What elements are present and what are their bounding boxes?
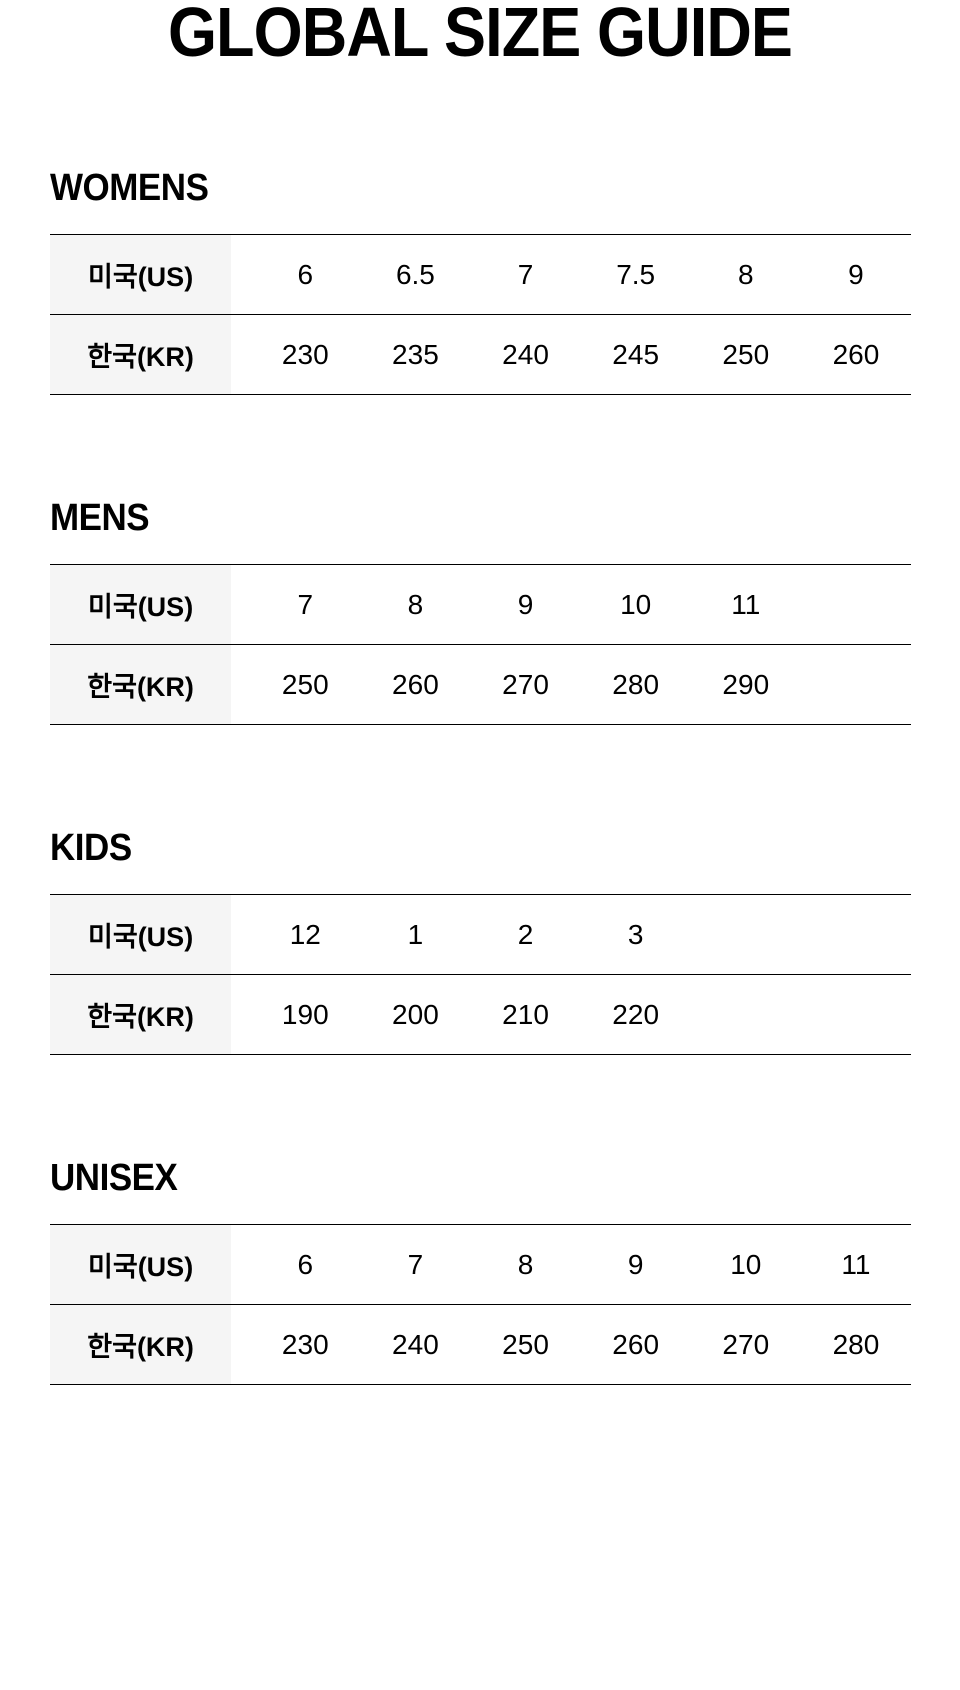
table-row-us: 미국(US) 7 8 9 10 11 [50, 564, 911, 645]
size-cell [691, 895, 801, 975]
spacer [231, 975, 250, 1055]
table-row-kr: 한국(KR) 230 240 250 260 270 280 [50, 1304, 911, 1385]
size-cell: 11 [841, 1248, 871, 1280]
size-cell: 245 [612, 338, 660, 370]
size-cell: 260 [612, 1328, 660, 1360]
size-cell [691, 975, 801, 1055]
size-cell: 200 [392, 998, 439, 1030]
size-cell: 250 [722, 338, 770, 370]
row-label: 한국(KR) [50, 644, 232, 725]
size-cell [801, 975, 911, 1055]
size-cell: 7 [297, 588, 314, 620]
size-cell [801, 895, 911, 975]
row-label: 미국(US) [50, 234, 232, 315]
size-cell: 250 [281, 668, 329, 700]
size-cell: 290 [722, 668, 770, 700]
size-cell: 10 [730, 1248, 762, 1280]
size-section-womens: WOMENS 미국(US) 6 6.5 7 7.5 8 9 한국(KR) 230 235 240 245… [50, 160, 911, 395]
size-cell: 220 [612, 998, 660, 1030]
size-table: 미국(US) 6 7 8 9 10 11 한국(KR) 230 240 250 260 270 280 [50, 1224, 911, 1385]
size-table: 미국(US) 7 8 9 10 11 한국(KR) 250 260 270 280 290 [50, 564, 911, 725]
row-label: 한국(KR) [50, 314, 232, 395]
size-cell: 250 [502, 1328, 549, 1360]
section-heading: KIDS [50, 827, 132, 869]
size-cell: 8 [517, 1248, 534, 1280]
size-section-mens: MENS 미국(US) 7 8 9 10 11 한국(KR) 250 260 270 280 290 [50, 490, 911, 725]
size-cell: 260 [392, 668, 439, 700]
size-cell: 10 [620, 588, 652, 620]
table-row-kr: 한국(KR) 190 200 210 220 [50, 974, 911, 1055]
size-cell: 7 [407, 1248, 424, 1280]
row-label: 한국(KR) [50, 974, 232, 1055]
spacer [231, 235, 250, 315]
size-table: 미국(US) 6 6.5 7 7.5 8 9 한국(KR) 230 235 240 245 250 260 [50, 234, 911, 395]
size-cell: 7 [517, 258, 534, 290]
size-cell [801, 565, 911, 645]
size-cell: 3 [627, 918, 644, 950]
row-label: 미국(US) [50, 564, 232, 645]
size-section-kids: KIDS 미국(US) 12 1 2 3 한국(KR) 190 200 210 220 [50, 820, 911, 1055]
table-row-us: 미국(US) 12 1 2 3 [50, 894, 911, 975]
size-cell: 260 [832, 338, 880, 370]
size-cell: 230 [281, 338, 329, 370]
section-heading: WOMENS [50, 167, 209, 209]
table-row-kr: 한국(KR) 250 260 270 280 290 [50, 644, 911, 725]
spacer [231, 565, 250, 645]
row-label: 미국(US) [50, 1224, 232, 1305]
section-heading: UNISEX [50, 1157, 178, 1199]
size-cell: 9 [627, 1248, 644, 1280]
size-cell: 8 [407, 588, 424, 620]
size-cell: 8 [737, 258, 754, 290]
size-cell: 6 [297, 1248, 314, 1280]
size-cell: 270 [722, 1328, 770, 1360]
size-cell: 9 [848, 258, 864, 290]
section-heading: MENS [50, 497, 150, 539]
size-cell: 240 [392, 1328, 439, 1360]
table-row-kr: 한국(KR) 230 235 240 245 250 260 [50, 314, 911, 395]
spacer [231, 1225, 250, 1305]
size-cell: 240 [502, 338, 549, 370]
size-cell: 2 [517, 918, 534, 950]
spacer [231, 315, 250, 395]
spacer [231, 645, 250, 725]
size-cell: 12 [289, 918, 321, 950]
size-cell: 235 [392, 338, 439, 370]
size-cell: 230 [281, 1328, 329, 1360]
size-cell: 190 [281, 998, 329, 1030]
size-cell: 9 [517, 588, 534, 620]
size-cell: 280 [612, 668, 660, 700]
spacer [231, 895, 250, 975]
row-label: 한국(KR) [50, 1304, 232, 1385]
size-cell: 6 [297, 258, 314, 290]
size-section-unisex: UNISEX 미국(US) 6 7 8 9 10 11 한국(KR) 230 240 250 260 27… [50, 1150, 911, 1385]
spacer [231, 1305, 250, 1385]
size-cell: 1 [407, 918, 424, 950]
table-row-us: 미국(US) 6 7 8 9 10 11 [50, 1224, 911, 1305]
table-row-us: 미국(US) 6 6.5 7 7.5 8 9 [50, 234, 911, 315]
size-cell: 270 [502, 668, 549, 700]
size-cell: 280 [832, 1328, 880, 1360]
page-title: GLOBAL SIZE GUIDE [167, 0, 793, 71]
size-cell [801, 645, 911, 725]
size-cell: 7.5 [616, 258, 656, 290]
size-cell: 6.5 [395, 258, 435, 290]
size-cell: 11 [731, 588, 761, 620]
size-table: 미국(US) 12 1 2 3 한국(KR) 190 200 210 220 [50, 894, 911, 1055]
size-cell: 210 [502, 998, 549, 1030]
row-label: 미국(US) [50, 894, 232, 975]
